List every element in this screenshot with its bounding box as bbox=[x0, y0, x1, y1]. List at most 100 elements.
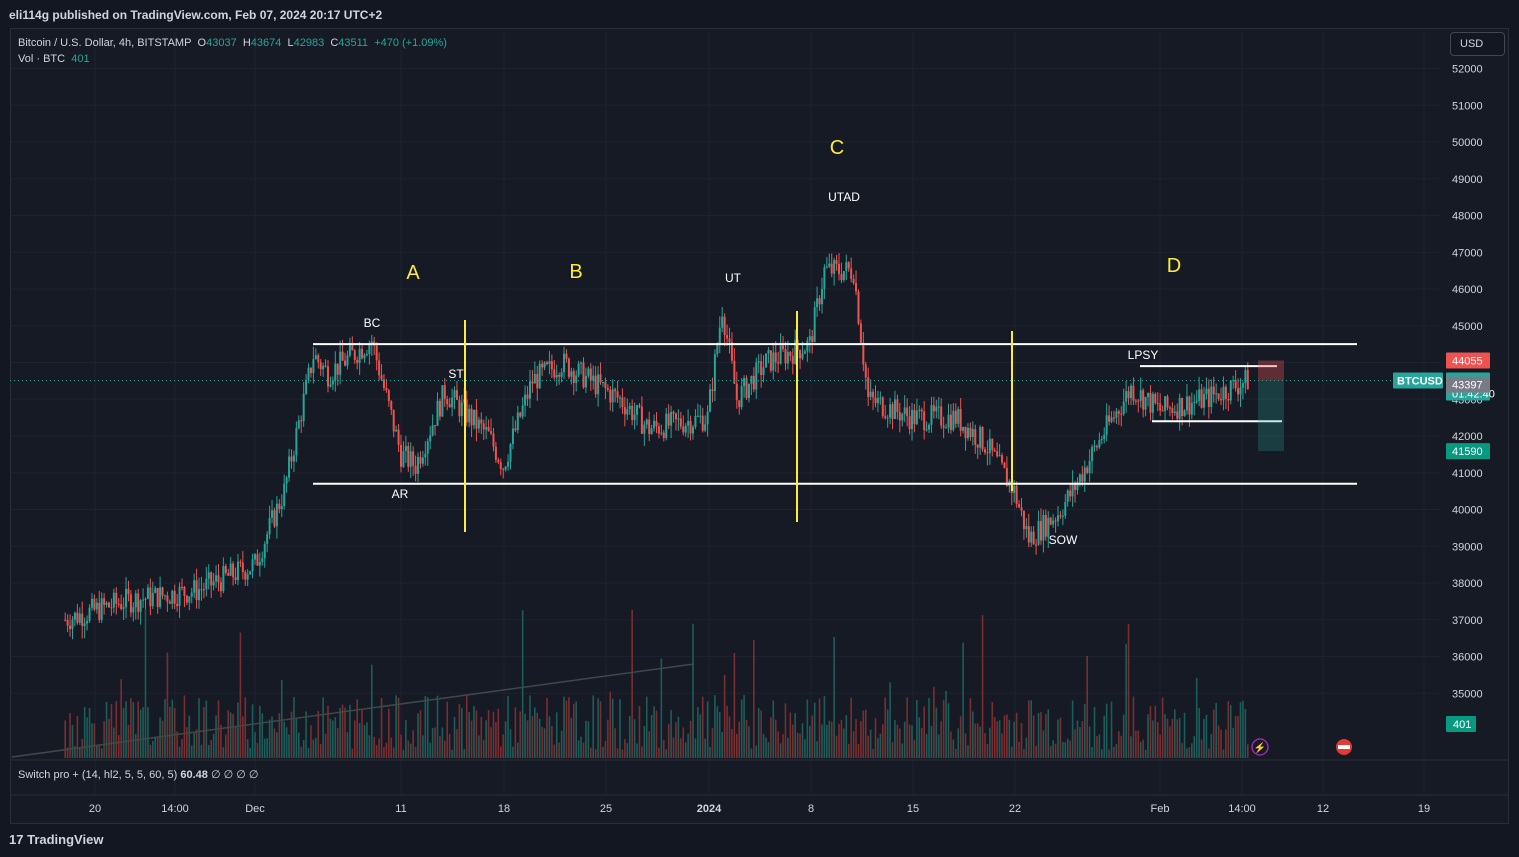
candle-body bbox=[1168, 407, 1171, 409]
volume-bar bbox=[132, 702, 135, 758]
volume-bar bbox=[419, 710, 422, 758]
volume-bar bbox=[1023, 748, 1025, 758]
volume-bar bbox=[271, 716, 273, 758]
candle-body bbox=[358, 348, 361, 363]
candle-body bbox=[726, 335, 729, 339]
volume-bar bbox=[315, 737, 317, 758]
volume-bar bbox=[91, 723, 93, 758]
candle-body bbox=[154, 588, 157, 593]
candle-body bbox=[1224, 386, 1227, 399]
volume-bar bbox=[249, 747, 251, 758]
candle-body bbox=[115, 592, 118, 604]
volume-bar bbox=[740, 699, 743, 758]
event-label-sow: SOW bbox=[1049, 533, 1078, 547]
volume-bar bbox=[972, 711, 974, 758]
candle-body bbox=[1098, 440, 1101, 448]
volume-bar bbox=[1159, 734, 1161, 758]
volume-bar bbox=[1042, 730, 1045, 758]
currency-button[interactable]: USD bbox=[1450, 32, 1505, 56]
indicator-legend[interactable]: Switch pro + (14, hl2, 5, 5, 60, 5) 60.4… bbox=[18, 768, 258, 781]
candle-body bbox=[765, 353, 767, 368]
candle-body bbox=[949, 414, 952, 430]
candle-body bbox=[842, 271, 845, 281]
volume-bar bbox=[426, 697, 429, 758]
candle-body bbox=[317, 355, 320, 363]
candle-body bbox=[1030, 531, 1033, 543]
candle-body bbox=[974, 429, 977, 445]
tradingview-logo[interactable]: 17 TradingView bbox=[9, 832, 103, 847]
volume-bar bbox=[495, 722, 497, 758]
volume-bar bbox=[835, 735, 838, 758]
candle-body bbox=[256, 554, 259, 566]
volume-bar bbox=[774, 719, 777, 758]
candle-body bbox=[1066, 490, 1069, 503]
volume-bar bbox=[329, 718, 332, 758]
volume-bar bbox=[88, 708, 91, 758]
volume-bar bbox=[650, 715, 653, 758]
volume-bar bbox=[363, 724, 366, 758]
volume-bar bbox=[1122, 714, 1125, 758]
candle-body bbox=[108, 602, 110, 608]
volume-bar bbox=[144, 609, 147, 758]
chart-panel[interactable] bbox=[10, 28, 1509, 824]
candle-body bbox=[679, 418, 682, 427]
lightning-icon[interactable] bbox=[1251, 738, 1269, 756]
candle-body bbox=[198, 589, 201, 601]
publish-header: eli114g published on TradingView.com, Fe… bbox=[0, 0, 1519, 28]
volume-bar bbox=[655, 710, 658, 758]
candle-body bbox=[76, 612, 79, 623]
volume-bar bbox=[1064, 742, 1067, 758]
volume-bar bbox=[152, 740, 154, 758]
volume-bar bbox=[502, 734, 504, 758]
volume-bar bbox=[324, 733, 327, 758]
volume-bar bbox=[139, 709, 142, 758]
volume-bar bbox=[947, 703, 950, 758]
high-label: H bbox=[242, 37, 251, 49]
candle-body bbox=[672, 411, 675, 414]
symbol-tag bbox=[1393, 372, 1443, 389]
volume-bar bbox=[614, 728, 616, 758]
candle-body bbox=[448, 404, 451, 408]
volume-bar bbox=[1183, 712, 1186, 758]
candle-body bbox=[794, 339, 797, 364]
volume-bar bbox=[706, 701, 709, 758]
candle-body bbox=[336, 363, 339, 375]
volume-bar bbox=[1098, 734, 1101, 758]
candle-body bbox=[828, 263, 831, 267]
candle-body bbox=[524, 394, 527, 406]
candle-body bbox=[151, 592, 154, 607]
candle-body bbox=[546, 362, 548, 364]
candle-body bbox=[614, 389, 617, 392]
candle-body bbox=[202, 589, 205, 591]
volume-bar bbox=[587, 721, 590, 758]
volume-bar bbox=[541, 726, 543, 758]
candle-body bbox=[692, 426, 694, 434]
candle-body bbox=[1156, 402, 1159, 404]
volume-bar bbox=[1142, 739, 1144, 758]
stop-price-tag bbox=[1446, 352, 1490, 369]
candle-body bbox=[1013, 485, 1016, 494]
candle-body bbox=[258, 561, 261, 566]
volume-bar bbox=[434, 727, 436, 758]
volume-bar bbox=[465, 695, 468, 758]
candle-body bbox=[344, 360, 347, 366]
position-stop-zone[interactable] bbox=[1258, 360, 1284, 381]
position-target-zone[interactable] bbox=[1258, 380, 1284, 452]
volume-bar bbox=[930, 725, 933, 758]
candle-body bbox=[935, 406, 938, 412]
candle-body bbox=[1083, 467, 1086, 482]
candle-body bbox=[942, 425, 945, 428]
candle-body bbox=[1193, 401, 1196, 403]
candle-body bbox=[302, 393, 305, 422]
indicator-name: Switch pro + (14, hl2, 5, 5, 60, 5) bbox=[18, 769, 178, 781]
volume-bar bbox=[884, 697, 887, 758]
candle-body bbox=[266, 534, 269, 545]
volume-bar bbox=[351, 748, 354, 758]
volume-bar bbox=[120, 679, 122, 758]
volume-bar bbox=[935, 707, 938, 758]
candle-body bbox=[161, 587, 164, 596]
volume-bar bbox=[779, 743, 782, 758]
volume-bar bbox=[254, 732, 256, 758]
candle-body bbox=[889, 404, 892, 418]
